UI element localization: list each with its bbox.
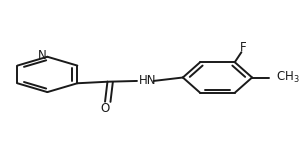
Text: HN: HN	[139, 74, 156, 87]
Text: CH$_3$: CH$_3$	[276, 70, 300, 85]
Text: O: O	[100, 102, 110, 115]
Text: F: F	[240, 41, 246, 54]
Text: N: N	[38, 49, 46, 62]
